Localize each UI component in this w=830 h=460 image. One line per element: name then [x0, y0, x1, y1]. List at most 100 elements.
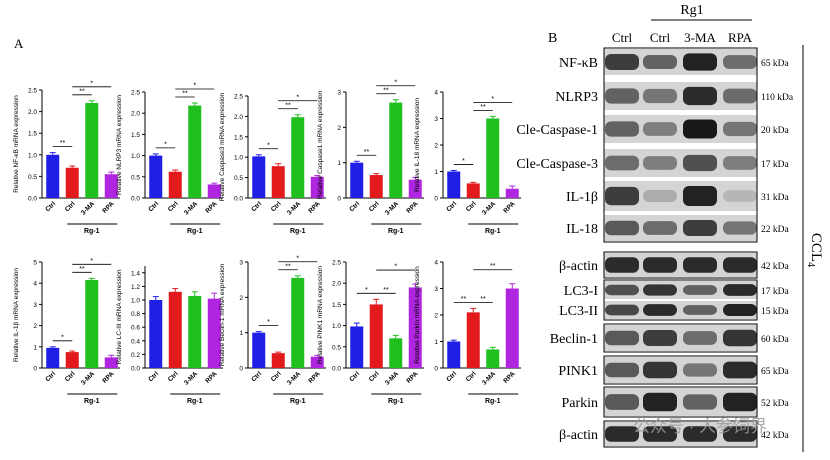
blot-kda-label: 42 kDa [761, 431, 789, 441]
blot-row: NF-κB 65 kDa [559, 49, 789, 75]
y-tick-label: 1 [239, 330, 243, 337]
bar-2 [466, 183, 480, 198]
sig-label: ** [182, 91, 188, 98]
sig-label: ** [461, 296, 467, 303]
y-tick-label: 2.0 [28, 109, 37, 116]
blot-column-label: RPA [728, 30, 753, 45]
y-axis-label: Relative Parkin mRNA expression [414, 266, 421, 364]
bar-4 [505, 188, 519, 198]
bar-3 [188, 105, 202, 198]
y-tick-label: 4 [434, 90, 438, 97]
blot-row: NLRP3 110 kDa [555, 82, 794, 110]
bar-2 [369, 175, 383, 198]
blot-protein-label: IL-1β [566, 190, 598, 205]
blot-band [683, 53, 717, 71]
sig-label: * [164, 141, 167, 148]
blot-band [723, 156, 757, 170]
y-tick-label: 2 [434, 313, 438, 320]
blot-band [683, 186, 717, 206]
y-axis-label: Relative NLRP3 mRNA expression [116, 95, 123, 195]
blot-kda-label: 65 kDa [761, 367, 789, 377]
sig-label: * [90, 80, 93, 87]
blot-protein-label: IL-18 [566, 222, 598, 237]
blot-band [683, 220, 717, 236]
y-tick-label: 4 [434, 260, 438, 267]
sig-label: * [394, 264, 397, 271]
y-tick-label: 1 [434, 339, 438, 346]
bar-1 [46, 347, 60, 368]
y-axis-label: Relative LC-III mRNA expression [116, 269, 123, 364]
bar-1 [252, 156, 266, 198]
blot-column-label: Ctrl [650, 30, 671, 45]
sig-label: * [462, 158, 465, 165]
sig-label: * [193, 83, 196, 90]
y-tick-label: 1 [337, 160, 341, 167]
y-tick-label: 0.4 [131, 338, 140, 345]
y-tick-label: 1.0 [332, 323, 341, 330]
bar-3 [85, 102, 99, 198]
y-tick-label: 1.4 [131, 270, 140, 277]
sig-label: ** [79, 88, 85, 95]
blot-band [683, 394, 717, 410]
blot-row: β-actin 42 kDa [559, 422, 789, 446]
blot-band [723, 121, 757, 137]
blot-band [723, 88, 757, 104]
blot-lane-bg [604, 301, 757, 319]
bar-1 [46, 154, 60, 198]
sig-label: ** [480, 104, 486, 111]
group-label: Rg-1 [187, 228, 203, 235]
y-tick-label: 3 [434, 116, 438, 123]
blot-kda-label: 17 kDa [761, 160, 789, 170]
y-axis-label: Relative PINK1 mRNA expression [317, 266, 324, 364]
blot-protein-label: LC3-II [559, 304, 598, 319]
bar-3 [291, 117, 305, 198]
blot-band [605, 362, 639, 378]
y-tick-label: 0 [434, 196, 438, 203]
blot-band [723, 304, 757, 316]
y-tick-label: 2.0 [131, 111, 140, 118]
group-label: Rg-1 [290, 228, 306, 235]
blot-band [605, 155, 639, 171]
bar-2 [168, 171, 182, 198]
y-tick-label: 0.5 [234, 175, 243, 182]
y-axis-label: Relative IL-1β mRNA expression [13, 268, 20, 362]
blot-row: PINK1 65 kDa [558, 357, 789, 383]
sig-label: ** [383, 87, 389, 94]
bar-4 [104, 357, 118, 368]
blot-band [683, 257, 717, 273]
blot-band [643, 304, 677, 316]
sig-label: * [296, 255, 299, 262]
group-label: Rg-1 [485, 398, 501, 405]
y-tick-label: 1.5 [332, 302, 341, 309]
y-tick-label: 0 [337, 196, 341, 203]
blot-band [605, 330, 639, 346]
bar-2 [168, 291, 182, 368]
blot-band [723, 426, 757, 442]
bar-1 [447, 171, 461, 198]
bar-2 [271, 166, 285, 198]
y-tick-label: 1 [434, 169, 438, 176]
blot-band [605, 88, 639, 104]
blot-protein-label: β-actin [559, 428, 598, 443]
blot-row: Beclin-1 60 kDa [550, 325, 789, 351]
bar-1 [350, 162, 364, 198]
y-tick-label: 1.0 [131, 153, 140, 160]
group-label: Rg-1 [84, 398, 100, 405]
blot-band [605, 426, 639, 442]
blot-row: LC3-II 15 kDa [559, 301, 789, 319]
bar-1 [149, 300, 163, 368]
y-tick-label: 2.5 [131, 90, 140, 97]
y-tick-label: 1.5 [234, 134, 243, 141]
blot-kda-label: 31 kDa [761, 193, 789, 203]
bar-3 [85, 280, 99, 368]
y-tick-label: 1.5 [131, 132, 140, 139]
y-tick-label: 3 [33, 302, 37, 309]
blot-band [605, 257, 639, 273]
sig-label: ** [383, 287, 389, 294]
blot-band [643, 156, 677, 170]
y-tick-label: 1.5 [28, 131, 37, 138]
y-tick-label: 0.0 [131, 366, 140, 373]
y-tick-label: 3 [337, 90, 341, 97]
bar-chart-7: 0.0 0.2 0.4 0.6 0.8 1.0 1.2 1.4 Relative LC-III … [116, 266, 223, 405]
blot-protein-label: Cle-Caspase-3 [516, 157, 598, 172]
